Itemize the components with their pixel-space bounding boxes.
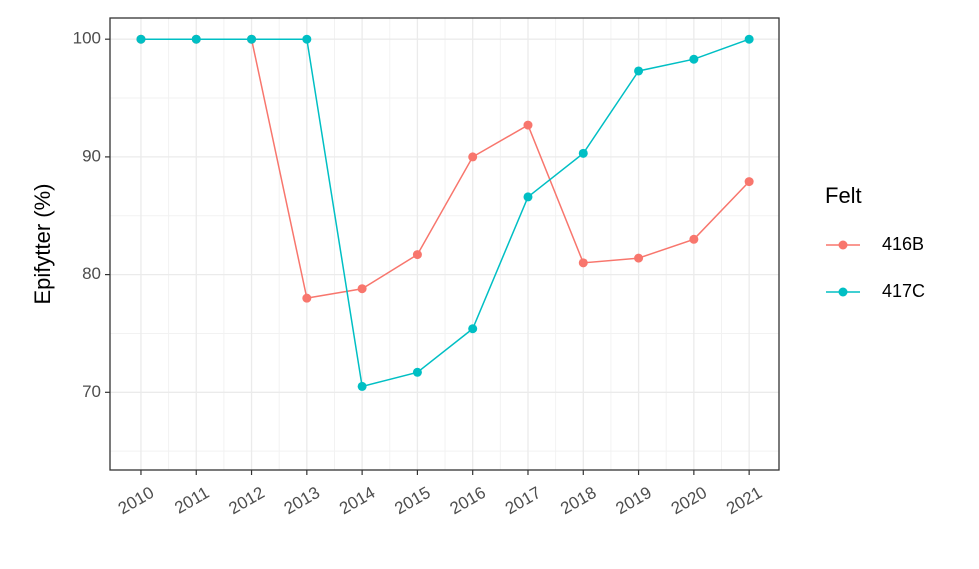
legend-title: Felt — [825, 183, 862, 208]
y-tick-label: 80 — [82, 264, 101, 283]
point — [744, 34, 754, 44]
y-tick-label: 90 — [82, 146, 101, 165]
point — [689, 54, 699, 64]
point — [744, 177, 754, 187]
point — [357, 381, 367, 391]
point — [523, 192, 533, 202]
legend-point — [838, 240, 848, 250]
point — [136, 34, 146, 44]
point — [302, 293, 312, 303]
point — [468, 152, 478, 162]
point — [634, 66, 644, 76]
point — [412, 367, 422, 377]
y-axis-title: Epifytter (%) — [30, 183, 55, 304]
point — [578, 258, 588, 268]
panel-border — [109, 17, 780, 471]
y-tick-label: 100 — [73, 29, 101, 48]
point — [634, 253, 644, 263]
point — [523, 120, 533, 130]
point — [412, 250, 422, 260]
point — [468, 324, 478, 334]
point — [578, 148, 588, 158]
point — [689, 234, 699, 244]
point — [247, 34, 257, 44]
point — [302, 34, 312, 44]
y-tick-label: 70 — [82, 382, 101, 401]
legend-label: 417C — [882, 281, 925, 301]
legend-point — [838, 287, 848, 297]
line — [140, 38, 750, 388]
point — [191, 34, 201, 44]
point — [357, 284, 367, 294]
legend-label: 416B — [882, 234, 924, 254]
